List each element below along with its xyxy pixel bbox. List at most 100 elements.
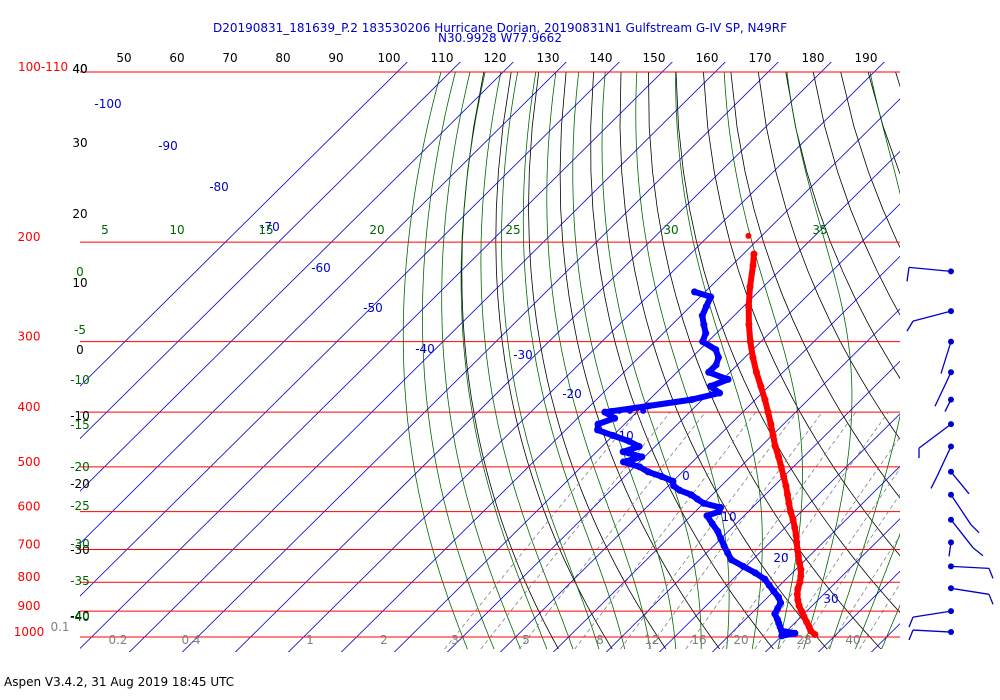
dry-adiabat-line (619, 71, 828, 650)
wind-barb (944, 396, 954, 412)
wind-barbs (906, 266, 994, 641)
wind-barb (906, 266, 954, 282)
dewpoint-point (778, 632, 786, 640)
moist-adiabat-label: -30 (70, 537, 90, 551)
top-scale-label: 40 (72, 62, 87, 76)
isotherm-line (80, 62, 514, 492)
temperature-point (792, 531, 800, 539)
top-scale-label: 110 (431, 51, 454, 65)
wind-barb-station-dot (948, 563, 954, 570)
chart-title-line-2: N30.9928 W77.9662 (438, 31, 562, 45)
dewpoint-point (770, 587, 778, 595)
dewpoint-point (765, 581, 773, 589)
wind-barb (930, 443, 954, 489)
top-scale-label: 70 (222, 51, 237, 65)
dewpoint-point (611, 414, 619, 422)
dewpoint-point (698, 312, 706, 320)
temperature-point (767, 420, 775, 428)
wind-barb (934, 369, 954, 407)
dewpoint-trace (594, 288, 799, 640)
moist-adiabat-line (572, 71, 677, 650)
moist-adiabat-label: 10 (169, 223, 184, 237)
dewpoint-point (703, 512, 711, 520)
dewpoint-point (714, 527, 722, 535)
dry-adiabat-line (923, 72, 1000, 649)
dewpoint-point (638, 453, 646, 461)
left-scale-label: 20 (72, 207, 87, 221)
isotherm-line (80, 62, 461, 440)
moist-adiabat-label: -5 (74, 323, 86, 337)
mixing-ratio-label: 28 (796, 633, 811, 647)
moist-adiabat-line (441, 71, 521, 650)
isotherm-line (711, 465, 900, 652)
dewpoint-point (626, 407, 633, 414)
mixing-ratio-label: 0.2 (108, 633, 127, 647)
mixing-ratio-label: 16 (691, 633, 706, 647)
dewpoint-point (739, 562, 747, 570)
mixing-ratio-line (859, 583, 900, 650)
isotherm-line (234, 62, 832, 652)
mixing-ratio-label: 0.4 (181, 633, 200, 647)
mixing-ratio-label: 40 (845, 633, 860, 647)
left-scale-label: 40 (72, 62, 87, 76)
moist-adiabat-label: -10 (70, 373, 90, 387)
mixing-ratio-line (574, 411, 757, 650)
pressure-label: 600 (18, 500, 41, 514)
dewpoint-point (644, 468, 652, 476)
temperature-point (796, 578, 804, 586)
dewpoint-point (616, 407, 623, 414)
mixing-ratio-label: 0.1 (50, 620, 69, 634)
temperature-point (795, 602, 803, 610)
wind-barb-station-dot (948, 491, 954, 498)
moist-adiabat-line (635, 71, 730, 650)
wind-barb-station-dot (948, 468, 954, 475)
dewpoint-point (619, 458, 627, 466)
temperature-point (797, 607, 805, 615)
dewpoint-point (700, 499, 708, 507)
temperature-point (793, 538, 801, 546)
dewpoint-point (640, 407, 647, 414)
temperature-point (749, 261, 757, 269)
temperature-point (793, 545, 801, 553)
isotherm-label: -80 (209, 180, 229, 194)
dewpoint-point (724, 375, 732, 383)
top-scale-label: 130 (537, 51, 560, 65)
temperature-point (782, 482, 790, 490)
temperature-point (761, 396, 769, 404)
dewpoint-point (676, 486, 684, 494)
dewpoint-point (777, 599, 785, 607)
moist-adiabat-label: 5 (101, 223, 109, 237)
moist-adiabat-label: 15 (258, 223, 273, 237)
wind-barb-station-dot (948, 443, 954, 450)
dewpoint-point (702, 302, 710, 310)
moist-adiabat-line (480, 71, 574, 650)
wind-barb (948, 516, 984, 557)
mixing-ratio-label: 20 (733, 633, 748, 647)
top-scale-label: 150 (643, 51, 666, 65)
isotherm-line (605, 360, 900, 652)
temperature-point (789, 516, 797, 524)
moist-adiabat-label: 35 (812, 223, 827, 237)
dewpoint-point (625, 437, 633, 445)
dewpoint-point (706, 382, 714, 390)
dewpoint-point (609, 432, 617, 440)
wind-barb (948, 468, 970, 495)
top-scale-label: 160 (696, 51, 719, 65)
dewpoint-point (712, 361, 720, 369)
left-scale-label: -20 (70, 477, 90, 491)
dry-adiabat-line (951, 72, 1000, 649)
isotherm-label: 30 (823, 592, 838, 606)
dry-adiabat-line (528, 71, 667, 650)
dry-adiabat-line (757, 71, 900, 440)
temperature-point (791, 523, 799, 531)
wind-barb-station-dot (948, 268, 954, 275)
mixing-ratio-line (620, 411, 798, 650)
left-scale-label: 10 (72, 276, 87, 290)
temperature-point (796, 559, 804, 567)
moist-adiabat-label: -20 (70, 460, 90, 474)
isotherm-line (552, 308, 900, 652)
mixing-ratio-label: 3 (451, 633, 459, 647)
isotherm-line (446, 203, 900, 652)
left-scale-label: 30 (72, 136, 87, 150)
top-scale-label: 190 (855, 51, 878, 65)
